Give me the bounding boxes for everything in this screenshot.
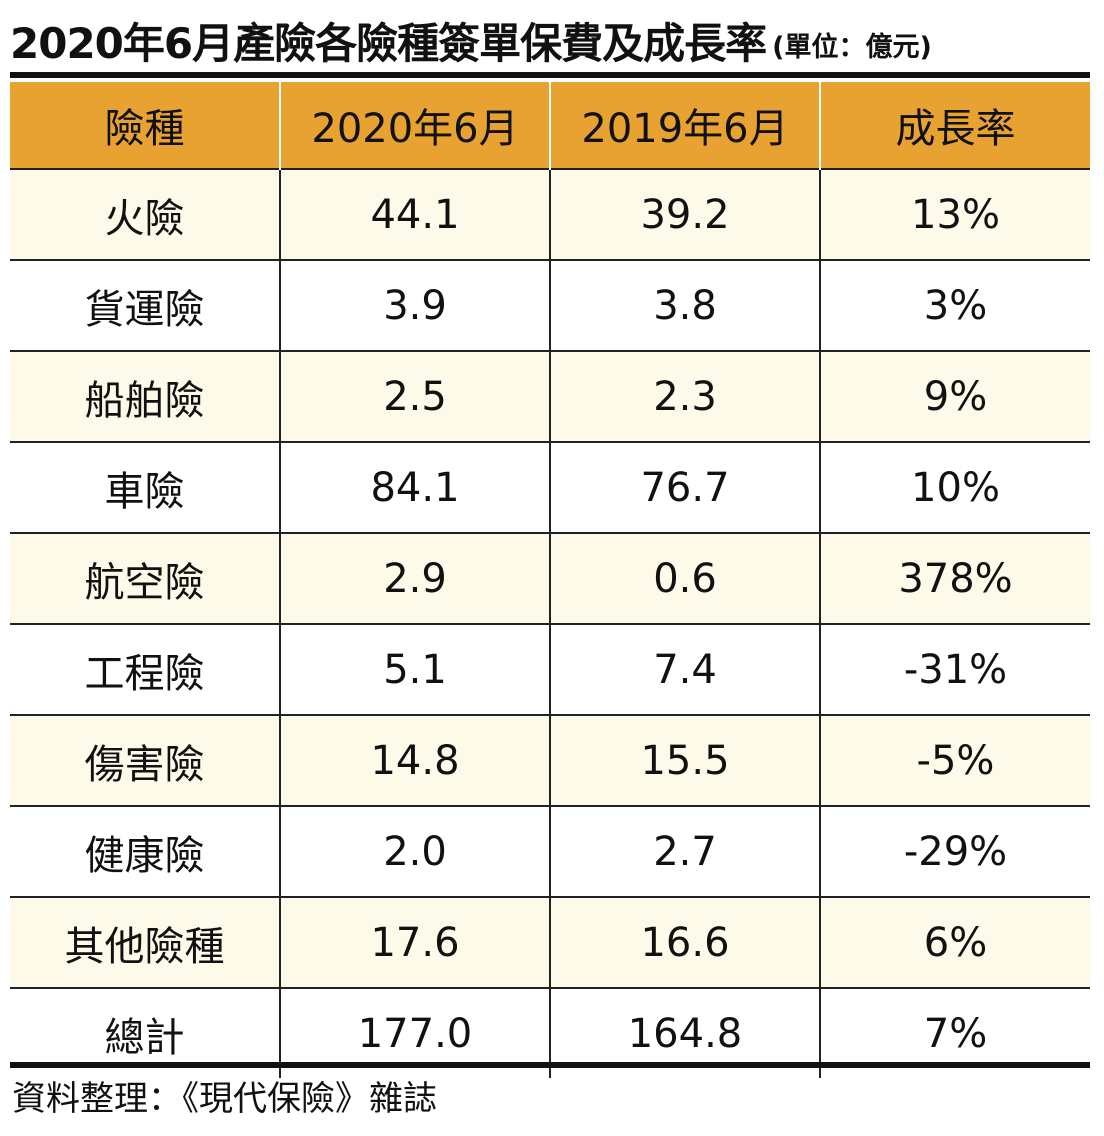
value-2020: 5.1 [279, 623, 550, 715]
row-label: 傷害險 [10, 714, 280, 806]
value-2019: 3.8 [549, 259, 820, 351]
title-row: 2020年6月產險各險種簽單保費及成長率 (單位：億元) [10, 6, 1094, 70]
table-row: 健康險 2.0 2.7 -29% [10, 805, 1090, 897]
unit-label: (單位：億元) [772, 32, 932, 63]
row-label: 船舶險 [10, 350, 280, 442]
table-row: 火險 44.1 39.2 13% [10, 168, 1090, 260]
value-2020: 3.9 [279, 259, 550, 351]
header-row: 險種 2020年6月 2019年6月 成長率 [10, 82, 1090, 169]
premium-table: 險種 2020年6月 2019年6月 成長率 火險 44.1 39.2 13% … [10, 82, 1090, 1078]
header-cell-growth: 成長率 [819, 82, 1090, 169]
value-2019: 16.6 [549, 896, 820, 988]
growth-rate: 3% [819, 259, 1090, 351]
value-2020: 17.6 [279, 896, 550, 988]
row-label: 車險 [10, 441, 280, 533]
growth-rate: -31% [819, 623, 1090, 715]
value-2020: 44.1 [279, 168, 550, 260]
header-cell-2020: 2020年6月 [279, 82, 550, 169]
growth-rate: -5% [819, 714, 1090, 806]
table-title: 2020年6月產險各險種簽單保費及成長率 [10, 19, 767, 68]
row-label: 工程險 [10, 623, 280, 715]
value-2019: 39.2 [549, 168, 820, 260]
table-row: 車險 84.1 76.7 10% [10, 441, 1090, 533]
header-cell-type: 險種 [10, 82, 280, 169]
value-2019: 15.5 [549, 714, 820, 806]
table-row: 航空險 2.9 0.6 378% [10, 532, 1090, 624]
value-2019: 2.3 [549, 350, 820, 442]
row-label: 貨運險 [10, 259, 280, 351]
bottom-rule [10, 1062, 1090, 1068]
source-note: 資料整理：《現代保險》雜誌 [12, 1079, 437, 1119]
value-2019: 76.7 [549, 441, 820, 533]
growth-rate: 6% [819, 896, 1090, 988]
value-2020: 2.5 [279, 350, 550, 442]
growth-rate: 13% [819, 168, 1090, 260]
value-2019: 2.7 [549, 805, 820, 897]
row-label: 健康險 [10, 805, 280, 897]
growth-rate: 9% [819, 350, 1090, 442]
growth-rate: -29% [819, 805, 1090, 897]
growth-rate: 10% [819, 441, 1090, 533]
value-2020: 2.9 [279, 532, 550, 624]
header-cell-2019: 2019年6月 [549, 82, 820, 169]
row-label: 火險 [10, 168, 280, 260]
table-row: 船舶險 2.5 2.3 9% [10, 350, 1090, 442]
table-row: 工程險 5.1 7.4 -31% [10, 623, 1090, 715]
table-row: 貨運險 3.9 3.8 3% [10, 259, 1090, 351]
value-2019: 7.4 [549, 623, 820, 715]
table-row: 其他險種 17.6 16.6 6% [10, 896, 1090, 988]
value-2020: 84.1 [279, 441, 550, 533]
value-2020: 14.8 [279, 714, 550, 806]
growth-rate: 378% [819, 532, 1090, 624]
row-label: 航空險 [10, 532, 280, 624]
value-2020: 2.0 [279, 805, 550, 897]
value-2019: 0.6 [549, 532, 820, 624]
top-rule [10, 72, 1090, 78]
row-label: 其他險種 [10, 896, 280, 988]
table-row: 傷害險 14.8 15.5 -5% [10, 714, 1090, 806]
